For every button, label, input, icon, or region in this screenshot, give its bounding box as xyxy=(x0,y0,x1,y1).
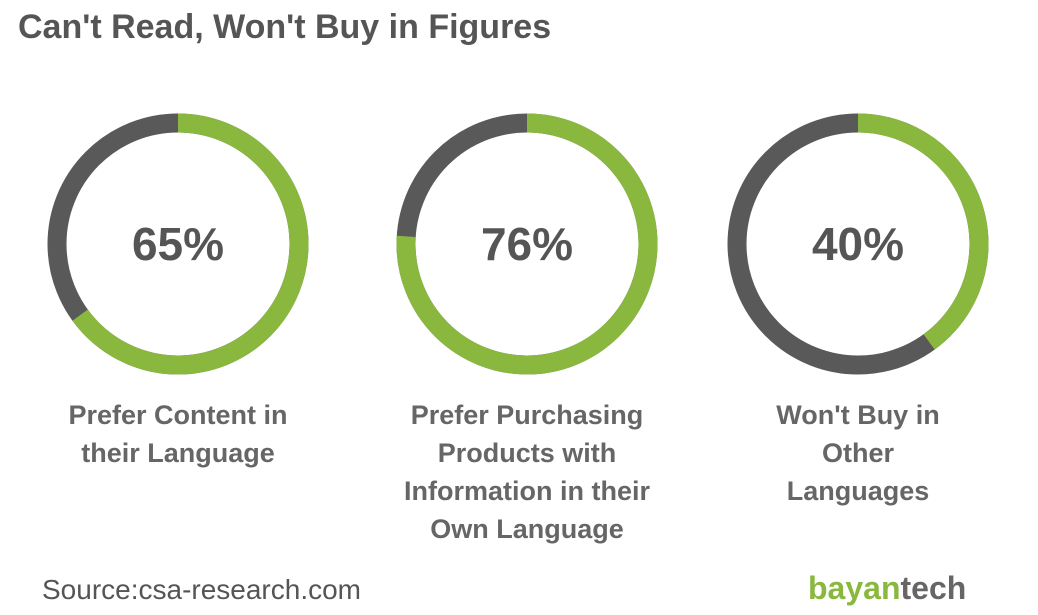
title: Can't Read, Won't Buy in Figures xyxy=(18,8,552,46)
source: Source:csa-research.com xyxy=(42,574,362,605)
donut-label: Prefer Purchasing Products with Informat… xyxy=(404,400,650,544)
donut: 65% xyxy=(47,113,309,375)
donut-label: Prefer Content in their Language xyxy=(68,400,288,468)
value-label: 40% xyxy=(812,218,904,270)
donut-arc xyxy=(72,113,309,375)
value-label: 76% xyxy=(481,218,573,270)
value-label: 65% xyxy=(132,218,224,270)
logo-part: bayan xyxy=(808,570,901,606)
donut-label: Won't Buy in Other Languages xyxy=(776,400,940,506)
donut-arc xyxy=(857,113,989,350)
logo-part: tech xyxy=(900,570,967,606)
logo: bayantech xyxy=(808,570,966,607)
donut: 76% xyxy=(396,113,658,375)
donut: 40% xyxy=(727,113,989,375)
donut-arc xyxy=(396,113,658,375)
